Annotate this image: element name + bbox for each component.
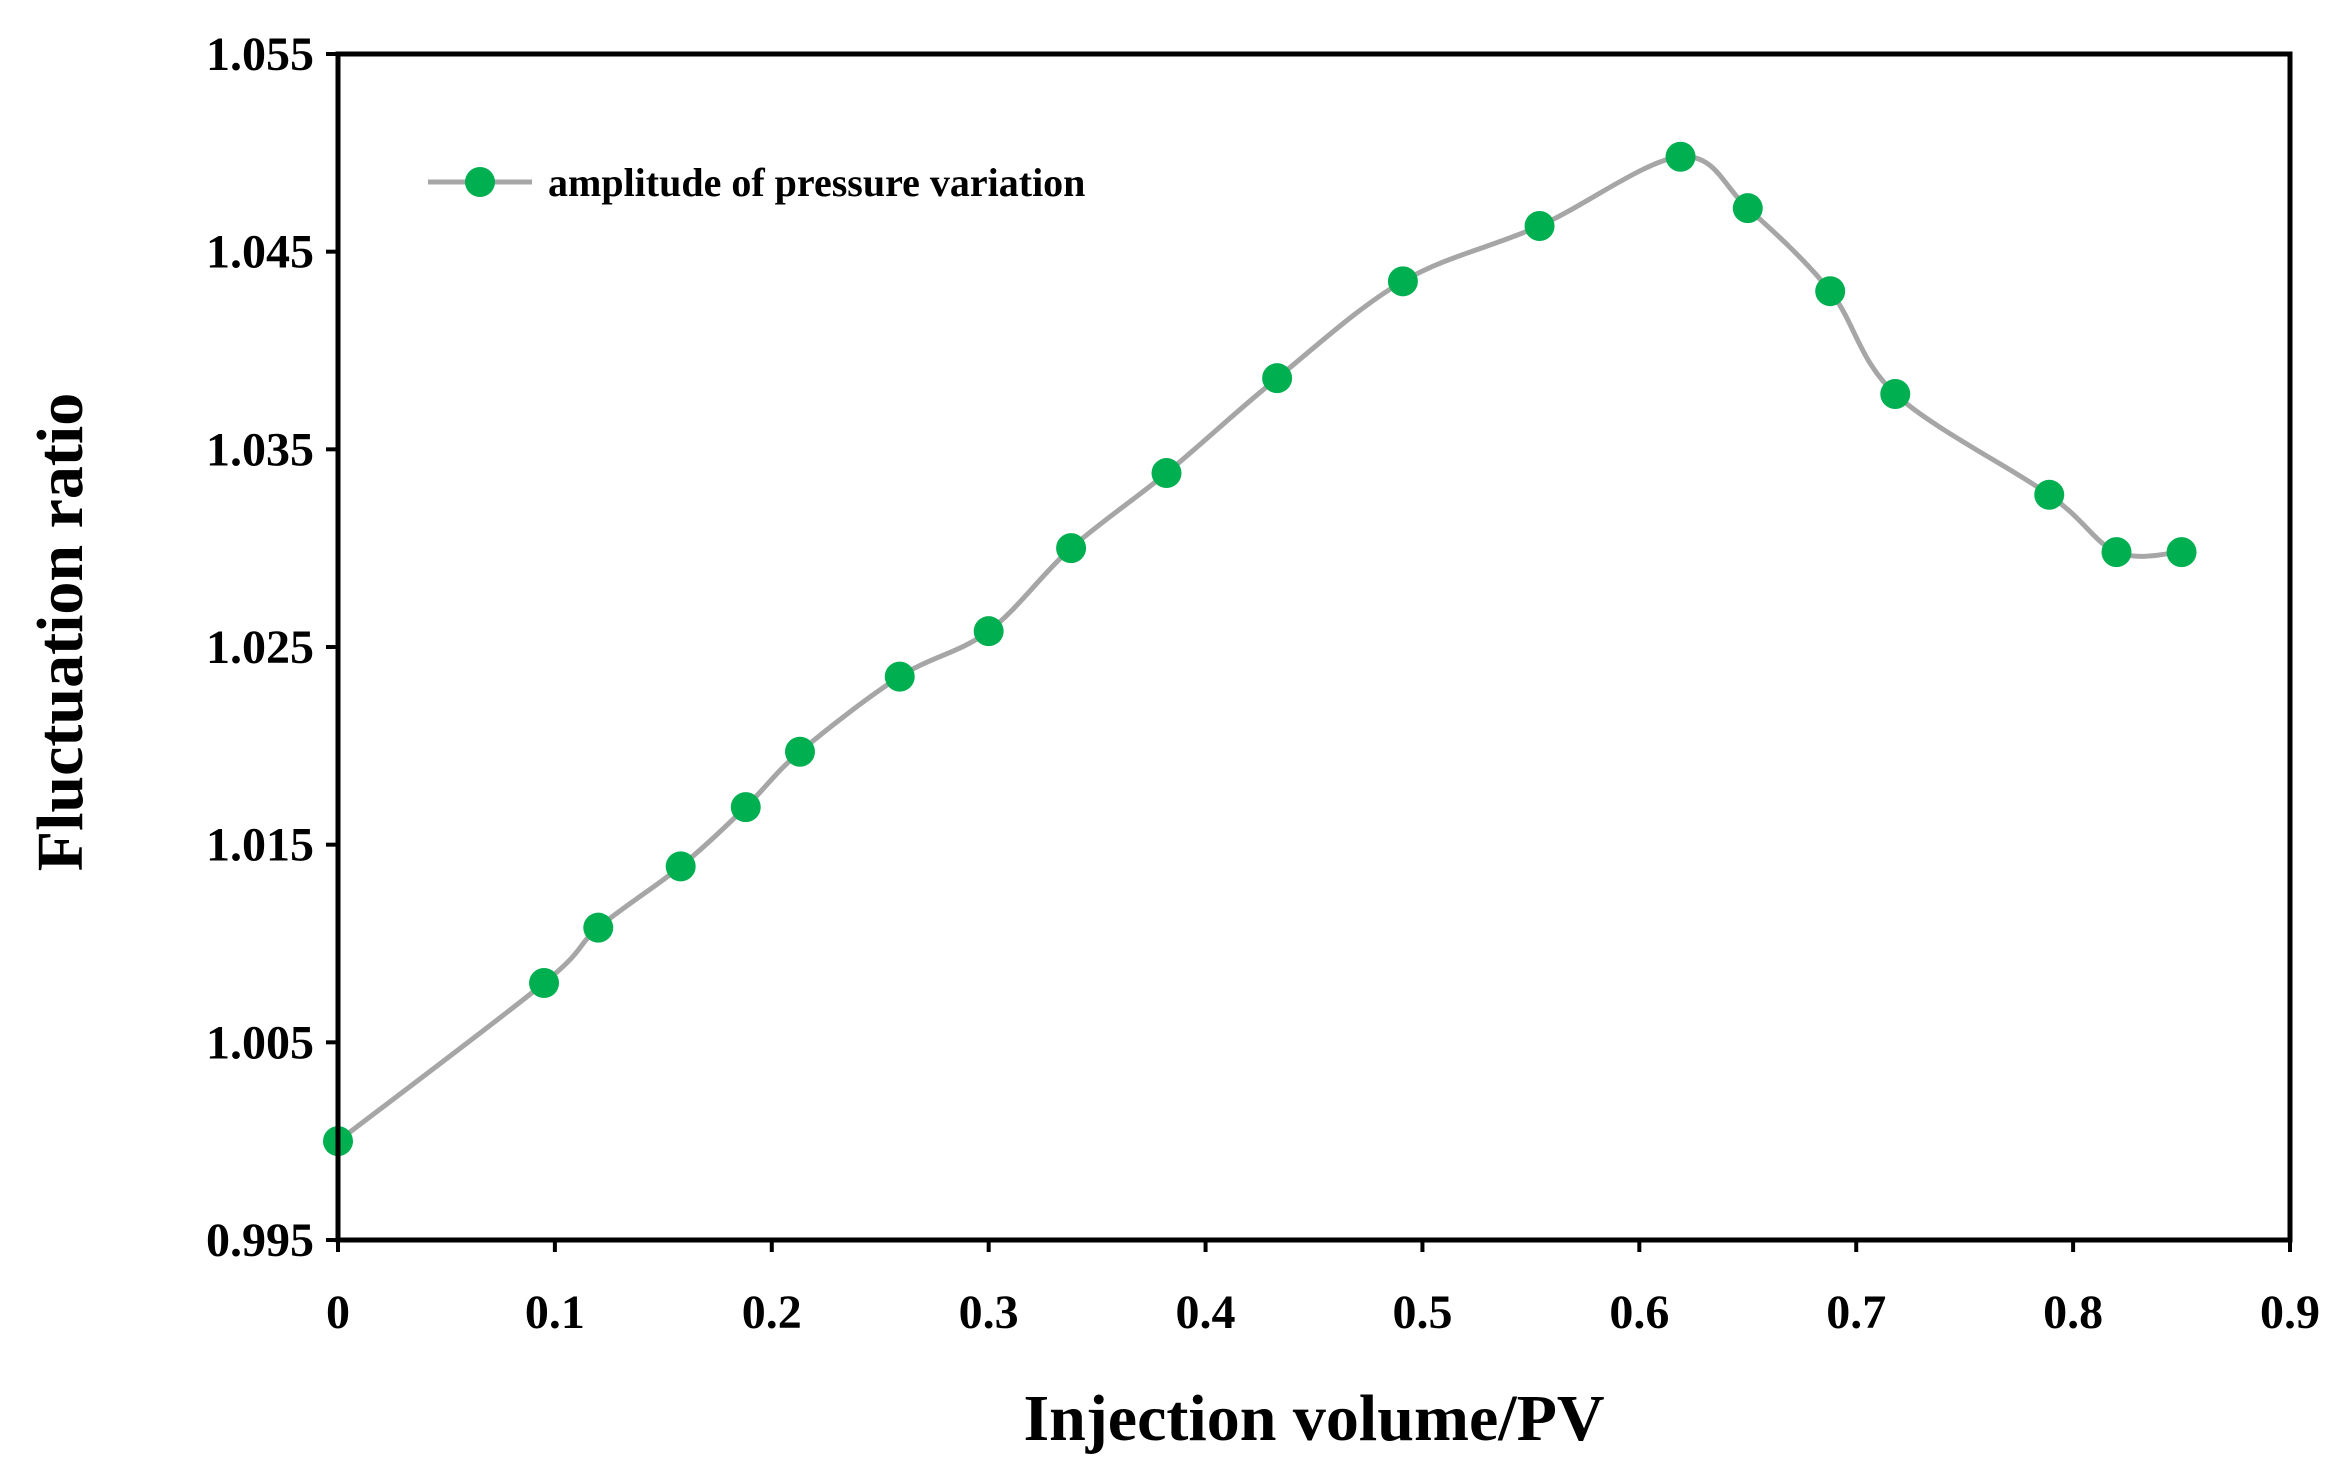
data-point-marker [1665, 141, 1696, 172]
y-tick-label: 1.015 [206, 819, 314, 872]
legend: amplitude of pressure variation [428, 160, 1085, 205]
data-point-marker [1387, 266, 1418, 297]
legend-label: amplitude of pressure variation [548, 160, 1085, 205]
y-tick-label: 1.055 [206, 28, 314, 81]
x-axis-title: Injection volume/PV [1023, 1382, 1604, 1455]
data-point-marker [1151, 458, 1182, 489]
x-tick-label: 0.7 [1826, 1286, 1886, 1339]
series-layer [323, 141, 2197, 1157]
x-tick-label: 0.2 [742, 1286, 802, 1339]
x-tick-label: 0.8 [2043, 1286, 2103, 1339]
x-tick-label: 0.1 [525, 1286, 585, 1339]
data-point-marker [1880, 378, 1911, 409]
y-tick-label: 1.005 [206, 1016, 314, 1069]
x-axis-ticks: 0 0.1 0.2 0.3 0.4 0.5 0.6 0.7 0.8 0.9 [326, 1240, 2320, 1339]
x-tick-label: 0.6 [1609, 1286, 1669, 1339]
data-point-marker [1732, 193, 1763, 224]
y-tick-label: 1.025 [206, 621, 314, 674]
data-point-marker [884, 661, 915, 692]
x-tick-label: 0.3 [959, 1286, 1019, 1339]
data-point-marker [2034, 479, 2065, 510]
y-tick-label: 0.995 [206, 1214, 314, 1267]
data-point-marker [1524, 210, 1555, 241]
legend-marker [465, 167, 495, 197]
y-tick-label: 1.035 [206, 423, 314, 476]
data-point-marker [730, 792, 761, 823]
data-point-marker [784, 736, 815, 767]
plot-area-frame [335, 51, 2293, 1243]
data-point-marker [2166, 537, 2197, 568]
y-axis-ticks: 0.995 1.005 1.015 1.025 1.035 1.045 1.055 [206, 28, 338, 1267]
x-tick-label: 0 [326, 1286, 350, 1339]
data-point-marker [529, 968, 560, 999]
data-point-marker [2101, 537, 2132, 568]
x-tick-label: 0.9 [2260, 1286, 2320, 1339]
data-point-marker [665, 851, 696, 882]
data-point-marker [1262, 363, 1293, 394]
x-tick-label: 0.4 [1176, 1286, 1236, 1339]
y-axis-title: Fluctuation ratio [24, 393, 97, 871]
data-point-marker [583, 912, 614, 943]
y-tick-label: 1.045 [206, 226, 314, 279]
data-point-marker [1056, 533, 1087, 564]
data-point-marker [1815, 276, 1846, 307]
data-point-marker [973, 616, 1004, 647]
x-tick-label: 0.5 [1392, 1286, 1452, 1339]
